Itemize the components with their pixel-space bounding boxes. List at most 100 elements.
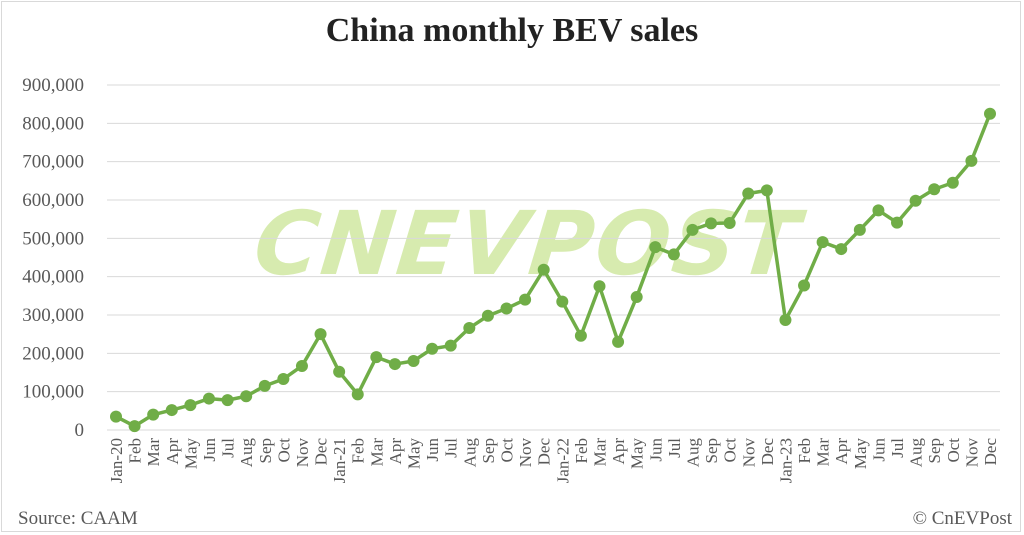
data-point (928, 183, 941, 196)
data-point (295, 359, 308, 372)
y-tick-label: 800,000 (22, 113, 84, 134)
data-point (853, 223, 866, 236)
data-point (965, 154, 978, 167)
x-tick-label: Dec (312, 438, 331, 466)
x-tick-label: Mar (144, 438, 163, 467)
data-point (184, 399, 197, 412)
x-tick-label: Jul (442, 438, 461, 458)
x-tick-label: Sep (479, 438, 498, 464)
data-point (779, 313, 792, 326)
data-point (984, 107, 996, 120)
x-tick-label: Dec (981, 438, 1000, 466)
x-tick-label: Oct (944, 438, 963, 463)
data-point (612, 335, 625, 348)
copyright-note: © CnEVPost (912, 508, 1012, 529)
data-point (370, 351, 383, 364)
chart-title: China monthly BEV sales (325, 12, 699, 49)
data-point (574, 329, 587, 342)
data-point (240, 390, 253, 403)
y-tick-label: 400,000 (22, 267, 84, 288)
data-point (723, 217, 736, 229)
x-tick-label: May (851, 438, 870, 470)
y-tick-label: 300,000 (22, 305, 84, 326)
x-tick-label: Jun (869, 438, 888, 462)
x-tick-label: Nov (739, 438, 758, 468)
data-point (556, 295, 569, 308)
data-point (909, 194, 922, 207)
x-tick-label: Jul (219, 438, 238, 458)
data-point (760, 184, 773, 197)
x-tick-label: Dec (535, 438, 554, 466)
data-point (258, 379, 271, 392)
x-tick-label: May (405, 438, 424, 470)
data-point (835, 243, 848, 256)
data-point (593, 280, 606, 293)
x-tick-label: May (181, 438, 200, 470)
x-tick-label: Sep (702, 438, 721, 464)
data-point (667, 248, 680, 261)
data-point (798, 279, 811, 292)
data-point (128, 420, 141, 433)
data-point (872, 204, 885, 217)
x-tick-label: Jul (888, 438, 907, 458)
data-point (426, 342, 439, 355)
x-tick-label: Jun (200, 438, 219, 462)
data-point (537, 263, 550, 276)
data-point (891, 216, 904, 229)
data-point (816, 236, 829, 249)
data-point (351, 388, 364, 401)
data-point (686, 223, 699, 236)
data-point (500, 302, 513, 315)
y-tick-label: 600,000 (22, 190, 84, 211)
x-tick-label: Jun (646, 438, 665, 462)
x-tick-label: May (628, 438, 647, 470)
data-point (221, 394, 234, 407)
x-tick-label: Feb (349, 438, 368, 464)
x-tick-label: Nov (293, 438, 312, 468)
series-line (115, 113, 992, 428)
x-tick-label: Aug (460, 438, 479, 468)
data-point (333, 365, 346, 378)
x-tick-label: Nov (962, 438, 981, 468)
data-point (388, 358, 401, 371)
x-tick-label: Feb (795, 438, 814, 464)
data-point (407, 355, 420, 367)
data-point (277, 373, 290, 386)
x-tick-label: Mar (814, 438, 833, 467)
source-note: Source: CAAM (18, 508, 138, 529)
x-tick-label: Sep (925, 438, 944, 464)
x-tick-label: Jan-20 (107, 438, 126, 483)
data-point (481, 309, 494, 322)
y-tick-label: 100,000 (22, 382, 84, 403)
y-tick-label: 200,000 (22, 343, 84, 364)
y-tick-label: 900,000 (22, 75, 84, 96)
y-tick-label: 700,000 (22, 152, 84, 173)
x-tick-label: Dec (758, 438, 777, 466)
x-tick-label: Nov (516, 438, 535, 468)
x-tick-label: Feb (572, 438, 591, 464)
data-point (110, 410, 122, 423)
data-point (649, 241, 662, 254)
x-tick-label: Apr (832, 438, 851, 465)
x-tick-label: Aug (237, 438, 256, 468)
data-point (705, 217, 718, 230)
x-tick-label: Jan-22 (553, 438, 572, 483)
data-point (202, 392, 215, 405)
x-tick-label: Jun (423, 438, 442, 462)
x-tick-label: Oct (721, 438, 740, 463)
series-points (110, 107, 996, 433)
data-point (519, 293, 532, 306)
gridlines (107, 84, 1000, 431)
x-tick-label: Apr (163, 438, 182, 465)
x-tick-label: Apr (609, 438, 628, 465)
x-tick-label: Aug (907, 438, 926, 468)
x-tick-label: Sep (256, 438, 275, 464)
data-point (314, 328, 327, 341)
y-tick-label: 0 (75, 420, 85, 441)
data-point (742, 187, 755, 200)
y-tick-label: 500,000 (22, 228, 84, 249)
x-tick-label: Feb (126, 438, 145, 464)
x-tick-label: Jul (665, 438, 684, 458)
